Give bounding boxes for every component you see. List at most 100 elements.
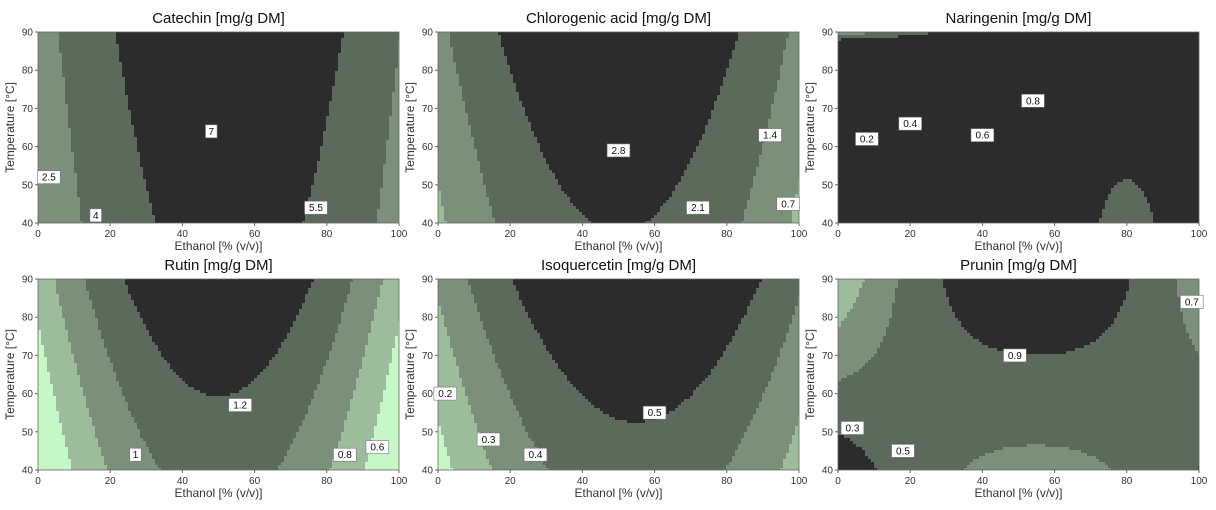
contour-cell	[293, 47, 297, 51]
contour-cell	[293, 116, 297, 120]
contour-cell	[344, 131, 348, 135]
contour-cell	[200, 146, 204, 150]
contour-cell	[149, 41, 153, 45]
contour-cell	[383, 95, 387, 99]
contour-cell	[218, 137, 222, 141]
contour-cell	[293, 119, 297, 123]
contour-cell	[161, 77, 165, 81]
contour-cell	[248, 53, 252, 57]
contour-cell	[389, 65, 393, 69]
contour-cell	[266, 95, 270, 99]
contour-cell	[95, 74, 99, 78]
contour-cell	[47, 137, 51, 141]
contour-cell	[398, 62, 399, 66]
contour-cell	[179, 128, 183, 132]
contour-cell	[377, 38, 381, 42]
contour-cell	[119, 149, 123, 153]
contour-cell	[308, 95, 312, 99]
contour-cell	[356, 110, 360, 114]
contour-cell	[92, 68, 96, 72]
contour-cell	[143, 143, 147, 147]
contour-cell	[38, 80, 42, 84]
contour-cell	[194, 131, 198, 135]
contour-cell	[152, 80, 156, 84]
contour-cell	[287, 146, 291, 150]
contour-cell	[302, 98, 306, 102]
contour-cell	[260, 74, 264, 78]
contour-cell	[179, 41, 183, 45]
contour-cell	[95, 38, 99, 42]
contour-cell	[335, 38, 339, 42]
contour-cell	[140, 38, 144, 42]
contour-cell	[260, 53, 264, 57]
contour-cell	[44, 92, 48, 96]
contour-cell	[206, 122, 210, 126]
contour-cell	[275, 65, 279, 69]
contour-cell	[257, 140, 261, 144]
contour-cell	[356, 146, 360, 150]
contour-cell	[308, 71, 312, 75]
contour-cell	[65, 146, 69, 150]
contour-cell	[386, 122, 390, 126]
contour-cell	[347, 68, 351, 72]
contour-cell	[152, 65, 156, 69]
contour-cell	[329, 98, 333, 102]
contour-cell	[86, 116, 90, 120]
contour-cell	[206, 92, 210, 96]
contour-cell	[275, 98, 279, 102]
contour-cell	[362, 110, 366, 114]
contour-cell	[59, 44, 63, 48]
contour-cell	[134, 155, 138, 159]
contour-cell	[149, 74, 153, 78]
contour-cell	[197, 41, 201, 45]
contour-cell	[362, 146, 366, 150]
contour-cell	[323, 62, 327, 66]
contour-cell	[296, 119, 300, 123]
contour-cell	[353, 101, 357, 105]
contour-cell	[296, 47, 300, 51]
contour-cell	[164, 83, 168, 87]
contour-cell	[194, 38, 198, 42]
contour-cell	[179, 137, 183, 141]
contour-cell	[353, 98, 357, 102]
contour-cell	[383, 80, 387, 84]
contour-cell	[380, 74, 384, 78]
contour-cell	[242, 35, 246, 39]
contour-cell	[254, 110, 258, 114]
contour-cell	[179, 107, 183, 111]
contour-cell	[167, 116, 171, 120]
contour-cell	[68, 89, 72, 93]
contour-cell	[74, 104, 78, 108]
contour-cell	[128, 62, 132, 66]
contour-cell	[92, 149, 96, 153]
contour-cell	[269, 32, 273, 36]
contour-cell	[284, 122, 288, 126]
contour-cell	[221, 71, 225, 75]
contour-cell	[50, 41, 54, 45]
contour-cell	[230, 152, 234, 156]
contour-cell	[257, 143, 261, 147]
contour-cell	[302, 53, 306, 57]
contour-cell	[71, 35, 75, 39]
contour-cell	[143, 89, 147, 93]
contour-cell	[221, 35, 225, 39]
contour-cell	[50, 38, 54, 42]
contour-cell	[95, 62, 99, 66]
contour-cell	[134, 134, 138, 138]
contour-cell	[173, 50, 177, 54]
contour-cell	[89, 128, 93, 132]
contour-cell	[143, 125, 147, 129]
contour-cell	[41, 74, 45, 78]
contour-cell	[356, 137, 360, 141]
contour-cell	[209, 104, 213, 108]
contour-cell	[80, 98, 84, 102]
contour-cell	[299, 128, 303, 132]
contour-cell	[275, 32, 279, 36]
contour-cell	[296, 74, 300, 78]
contour-cell	[149, 152, 153, 156]
contour-cell	[338, 125, 342, 129]
contour-cell	[95, 146, 99, 150]
contour-cell	[299, 50, 303, 54]
contour-cell	[137, 32, 141, 36]
contour-cell	[338, 149, 342, 153]
